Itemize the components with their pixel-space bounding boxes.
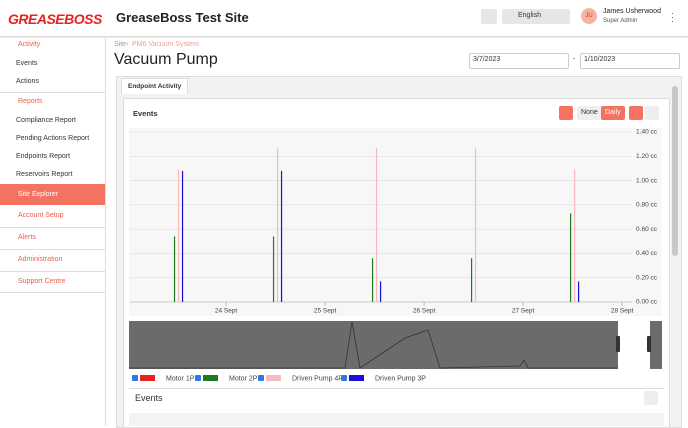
legend-label: Motor 1P xyxy=(166,375,195,382)
header xyxy=(0,0,688,36)
sidebar xyxy=(0,37,106,426)
plot-bg xyxy=(129,128,662,316)
avatar[interactable]: JU xyxy=(581,8,597,24)
y-tick-label: 0.00 cc xyxy=(636,299,658,306)
bar xyxy=(577,281,580,302)
bar xyxy=(280,170,283,302)
bar xyxy=(181,170,184,302)
bar xyxy=(177,169,180,302)
x-tick-label: 27 Sept xyxy=(512,308,535,315)
legend-swatch xyxy=(266,375,281,381)
legend-label: Driven Pump 4P xyxy=(292,375,343,382)
navigator[interactable] xyxy=(129,321,662,369)
user-role: Super Admin xyxy=(603,18,638,24)
y-tick-label: 0.40 cc xyxy=(636,250,658,257)
breadcrumb-root[interactable]: Site xyxy=(114,41,127,48)
bar xyxy=(272,236,275,302)
legend-checkbox[interactable] xyxy=(195,375,201,381)
legend-checkbox[interactable] xyxy=(341,375,347,381)
y-tick-label: 0.80 cc xyxy=(636,202,658,209)
legend-swatch xyxy=(203,375,218,381)
active-nav-bg xyxy=(0,184,105,205)
nav-section[interactable]: Administration xyxy=(18,256,63,263)
divider xyxy=(0,292,105,293)
legend-swatch xyxy=(140,375,155,381)
nav-section[interactable]: Activity xyxy=(18,41,41,48)
legend-label: Motor 2P xyxy=(229,375,258,382)
x-tick-label: 24 Sept xyxy=(215,308,238,315)
navigator-window[interactable] xyxy=(618,321,650,369)
bar-chart-button[interactable] xyxy=(629,106,643,120)
legend-swatch xyxy=(349,375,364,381)
notification-button[interactable] xyxy=(481,9,497,24)
none-button[interactable]: None xyxy=(577,106,602,120)
bar xyxy=(573,169,576,302)
date-to[interactable] xyxy=(580,53,680,69)
language-select[interactable] xyxy=(502,9,570,24)
bar xyxy=(375,147,378,302)
sort-button[interactable] xyxy=(559,106,573,120)
nav-section[interactable]: Site Explorer xyxy=(18,191,59,198)
y-tick-label: 1.40 cc xyxy=(636,129,658,136)
language: English xyxy=(518,12,541,19)
y-tick-label: 1.20 cc xyxy=(636,153,658,160)
legend-label: Driven Pump 3P xyxy=(375,375,426,382)
breadcrumb-sep: › xyxy=(126,41,129,48)
table-header xyxy=(129,413,664,426)
site-title: GreaseBoss Test Site xyxy=(116,10,249,25)
nav-section[interactable]: Support Centre xyxy=(18,278,66,285)
tab[interactable]: Endpoint Activity xyxy=(121,78,189,94)
divider xyxy=(0,249,105,250)
divider xyxy=(0,227,105,228)
navigator-handle[interactable] xyxy=(616,336,620,352)
bar xyxy=(569,213,572,302)
breadcrumb-current[interactable]: PM6 Vacuum System xyxy=(132,41,199,48)
bar xyxy=(474,147,477,302)
date-from-text: 3/7/2023 xyxy=(473,56,501,63)
bar xyxy=(173,236,176,302)
export-button[interactable] xyxy=(644,391,658,405)
nav-item[interactable]: Events xyxy=(16,60,38,67)
date-separator: - xyxy=(573,56,576,63)
date-to-text: 1/10/2023 xyxy=(584,56,616,63)
user-name: James Usherwood xyxy=(603,8,661,15)
nav-section[interactable]: Account Setup xyxy=(18,212,64,219)
divider xyxy=(0,271,105,272)
page-title: Vacuum Pump xyxy=(114,51,218,68)
scrollbar[interactable] xyxy=(672,86,678,256)
divider xyxy=(0,92,105,93)
nav-item[interactable]: Endpoints Report xyxy=(16,153,71,160)
x-tick-label: 25 Sept xyxy=(314,308,337,315)
bar xyxy=(379,281,382,302)
legend-checkbox[interactable] xyxy=(258,375,264,381)
x-tick-label: 28 Sept xyxy=(611,308,634,315)
events-title: Events xyxy=(135,393,163,403)
y-tick-label: 0.20 cc xyxy=(636,274,658,281)
y-tick-label: 1.00 cc xyxy=(636,177,658,184)
events-divider xyxy=(129,388,664,389)
date-from[interactable] xyxy=(469,53,569,69)
legend-checkbox[interactable] xyxy=(132,375,138,381)
nav-section[interactable]: Alerts xyxy=(18,234,36,241)
logo[interactable]: GREASEBOSS xyxy=(8,11,102,27)
y-tick-label: 0.60 cc xyxy=(636,226,658,233)
nav-item[interactable]: Reservoirs Report xyxy=(16,171,73,178)
nav-item[interactable]: Pending Actions Report xyxy=(16,135,90,142)
daily-button[interactable]: Daily xyxy=(601,106,625,120)
more-menu[interactable]: · · · xyxy=(671,8,674,26)
bar xyxy=(276,147,279,302)
x-tick-label: 26 Sept xyxy=(413,308,436,315)
nav-item[interactable]: Actions xyxy=(16,78,39,85)
navigator-line xyxy=(129,321,618,369)
navigator-handle[interactable] xyxy=(647,336,651,352)
nav-item[interactable]: Compliance Report xyxy=(16,117,76,124)
card-title: Events xyxy=(133,109,158,118)
bar xyxy=(470,258,473,302)
line-chart-button[interactable] xyxy=(645,106,659,120)
bar xyxy=(371,258,374,302)
nav-section[interactable]: Reports xyxy=(18,98,43,105)
